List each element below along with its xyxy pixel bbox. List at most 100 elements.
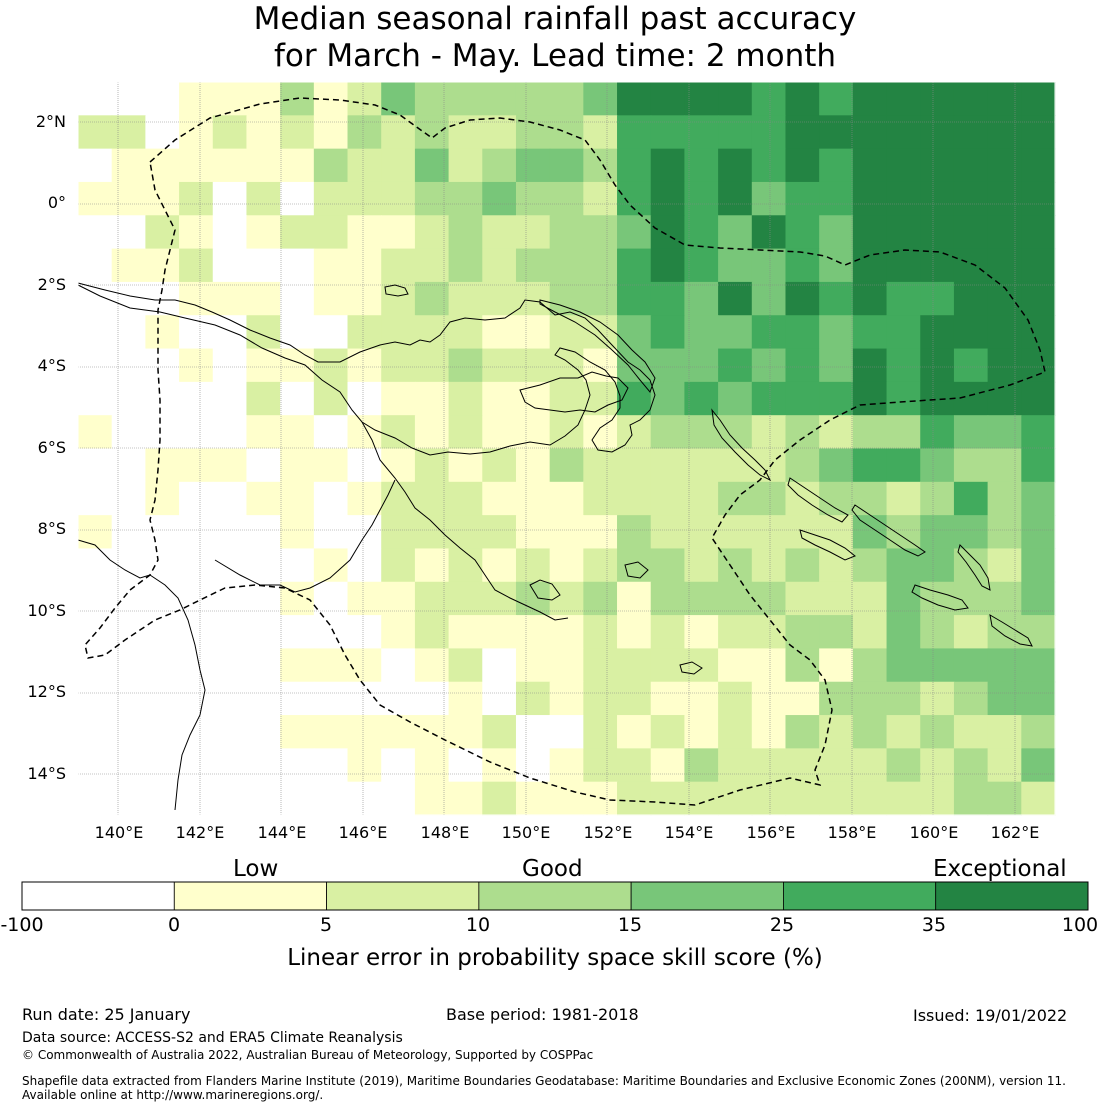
skill-cell xyxy=(886,315,921,350)
skill-cell xyxy=(718,681,753,716)
skill-cell xyxy=(852,615,888,650)
skill-cell xyxy=(246,781,281,816)
skill-cell xyxy=(313,215,349,250)
skill-cell xyxy=(1021,415,1056,450)
skill-cell xyxy=(145,648,180,683)
skill-cell xyxy=(280,515,315,550)
skill-cell xyxy=(448,481,483,516)
lat-label-8s: 8°S xyxy=(37,519,66,538)
skill-cell xyxy=(414,315,450,350)
skill-cell xyxy=(751,115,787,150)
skill-cell xyxy=(414,148,450,183)
coastline-dentrecasteaux xyxy=(529,579,561,601)
skill-cell xyxy=(145,348,180,383)
skill-cell xyxy=(482,481,517,516)
skill-cell xyxy=(819,148,854,183)
skill-cell xyxy=(684,215,719,250)
skill-cell xyxy=(920,481,955,516)
skill-cell xyxy=(718,481,753,516)
skill-cell xyxy=(718,581,753,616)
skill-cell xyxy=(381,115,416,150)
skill-cell xyxy=(111,581,146,616)
skill-cell xyxy=(482,248,517,283)
lat-label-2n: 2°N xyxy=(35,112,66,131)
skill-cell xyxy=(583,281,618,316)
skill-cell xyxy=(448,215,483,250)
skill-cell xyxy=(515,715,551,749)
skill-cell xyxy=(145,315,180,350)
skill-cell xyxy=(751,548,787,583)
lon-label-144e: 144°E xyxy=(257,823,307,842)
map-title-line1: Median seasonal rainfall past accuracy xyxy=(253,1,857,37)
skill-cell xyxy=(953,648,989,683)
skill-cell xyxy=(852,381,888,416)
colorbar-segment xyxy=(478,881,632,911)
skill-cell xyxy=(617,82,652,116)
skill-cell xyxy=(78,648,113,683)
skill-cell xyxy=(549,781,584,816)
skill-cell xyxy=(1021,381,1056,416)
skill-cell xyxy=(987,415,1022,450)
skill-cell xyxy=(280,415,315,450)
skill-cell xyxy=(280,448,315,483)
skill-cell xyxy=(347,548,382,583)
skill-cell xyxy=(785,82,820,116)
skill-cell xyxy=(78,748,113,783)
skill-cell xyxy=(785,348,820,383)
lat-label-4s: 4°S xyxy=(37,356,66,375)
skill-cell xyxy=(78,681,113,716)
coastline-choiseul xyxy=(787,477,849,523)
skill-cell xyxy=(313,581,349,616)
skill-cell xyxy=(448,781,483,816)
skill-cell xyxy=(953,281,989,316)
skill-cell xyxy=(718,115,753,150)
skill-cell xyxy=(987,148,1022,183)
skill-cell xyxy=(448,115,483,150)
skill-cell xyxy=(111,748,146,783)
skill-cell xyxy=(347,215,382,250)
skill-cell xyxy=(920,715,955,749)
skill-cell xyxy=(886,481,921,516)
skill-cell xyxy=(145,515,180,550)
skill-cell xyxy=(886,581,921,616)
skill-cell xyxy=(953,215,989,250)
skill-cell xyxy=(684,148,719,183)
skill-cell xyxy=(313,315,349,350)
skill-cell xyxy=(920,181,955,216)
skill-cell xyxy=(515,481,551,516)
skill-cell xyxy=(78,381,113,416)
skill-cell xyxy=(617,415,652,450)
skill-cell xyxy=(819,615,854,650)
skill-cell xyxy=(515,381,551,416)
skill-cell xyxy=(650,82,686,116)
skill-cell xyxy=(751,715,787,749)
skill-cell xyxy=(347,315,382,350)
skill-cell xyxy=(515,448,551,483)
skill-cell xyxy=(953,781,989,816)
coastlines xyxy=(77,282,1033,811)
skill-cell xyxy=(78,715,113,749)
skill-cell xyxy=(246,82,281,116)
skill-cell xyxy=(650,748,686,783)
skill-cell xyxy=(751,581,787,616)
skill-cell xyxy=(347,648,382,683)
skill-cell xyxy=(212,515,248,550)
skill-cell xyxy=(549,148,584,183)
skill-cell xyxy=(212,615,248,650)
skill-cell xyxy=(718,615,753,650)
skill-cell xyxy=(617,648,652,683)
skill-cell xyxy=(212,348,248,383)
colorbar-tick-25: 25 xyxy=(769,914,795,936)
skill-cell xyxy=(819,415,854,450)
skill-cell xyxy=(583,448,618,483)
skill-cell xyxy=(280,615,315,650)
skill-cell xyxy=(448,281,483,316)
skill-cell xyxy=(617,781,652,816)
skill-cell xyxy=(246,681,281,716)
skill-cell xyxy=(920,581,955,616)
skill-cell xyxy=(313,115,349,150)
lat-label-10s: 10°S xyxy=(27,601,66,620)
skill-cell xyxy=(179,115,214,150)
skill-cell xyxy=(650,615,686,650)
